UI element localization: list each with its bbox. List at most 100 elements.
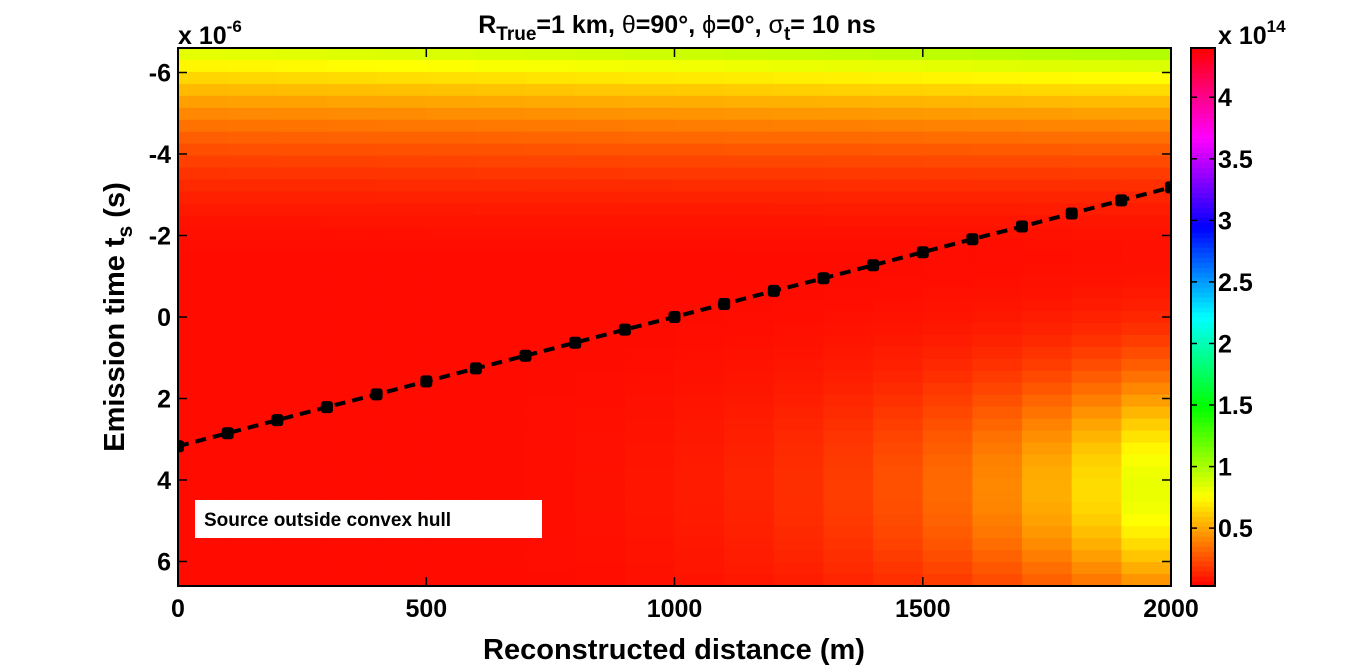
heatmap-cell [823,287,874,300]
heatmap-cell [1121,83,1171,97]
colorbar-segment [1191,67,1215,74]
heatmap-cell [823,394,874,408]
heatmap-cell [823,119,874,133]
heatmap-cell [178,263,229,276]
heatmap-cell [227,562,278,575]
x-tick-label: 1000 [647,595,703,623]
heatmap-cell [178,239,229,252]
heatmap-cell [326,155,378,169]
heatmap-cell [674,334,725,348]
heatmap-cell [575,59,626,73]
heatmap-cell [972,514,1023,527]
heatmap-cell [227,251,278,264]
heatmap-cell [724,526,775,539]
heatmap-cell [1022,179,1073,193]
colorbar-tick-label: 1 [1218,454,1232,482]
heatmap-cell [277,490,328,503]
heatmap-cell [326,346,378,360]
heatmap-cell [227,454,278,468]
colorbar-segment [1191,566,1215,572]
heatmap-cell [724,562,775,575]
heatmap-cell [823,514,874,527]
heatmap-cell [277,346,328,360]
colorbar [1191,48,1215,587]
heatmap-cell [326,179,378,193]
heatmap-cell [227,95,278,109]
heatmap-cell [1022,203,1073,216]
heatmap-cell [922,358,973,372]
heatmap-cell [277,538,328,551]
heatmap-cell [773,394,825,408]
heatmap-cell [475,215,527,228]
heatmap-cell [1071,227,1122,240]
heatmap-cell [277,550,328,563]
heatmap-cell [972,382,1023,396]
heatmap-cell [178,119,229,133]
heatmap-cell [674,430,725,444]
heatmap-cell [525,239,576,252]
heatmap-cell [1022,227,1073,240]
heatmap-cell [227,275,278,288]
heatmap-cell [326,299,378,312]
heatmap-cell [1071,131,1122,145]
heatmap-cell [426,574,477,586]
heatmap-cell [724,155,775,169]
heatmap-cell [972,346,1023,360]
heatmap-cell [475,203,527,216]
heatmap-cell [972,394,1023,408]
heatmap-cell [922,263,973,276]
heatmap-cell [972,358,1023,372]
heatmap-cell [674,191,725,205]
x-tick-label: 1500 [895,595,951,623]
heatmap-cell [376,143,427,157]
heatmap-cell [178,71,229,85]
series-marker [320,401,333,414]
heatmap-cell [575,119,626,133]
heatmap-cell [1022,394,1073,408]
heatmap-cell [277,167,328,181]
heatmap-cell [1121,346,1171,360]
heatmap-cell [873,574,924,586]
heatmap-cell [1022,155,1073,169]
heatmap-cell [922,550,973,563]
heatmap-cell [773,454,825,468]
heatmap-cell [674,275,725,288]
heatmap-cell [178,394,229,408]
heatmap-cell [227,442,278,456]
heatmap-cell [326,59,378,73]
heatmap-cell [823,418,874,432]
heatmap-cell [426,287,477,300]
heatmap-cell [1022,191,1073,205]
heatmap-cell [1022,59,1073,73]
heatmap-cell [376,346,427,360]
heatmap-cell [1071,490,1122,503]
heatmap-cell [227,538,278,551]
heatmap-cell [326,263,378,276]
heatmap-cell [823,442,874,456]
heatmap-cell [326,71,378,85]
heatmap-cell [426,442,477,456]
heatmap-cell [873,490,924,503]
heatmap-cell [277,574,328,586]
heatmap-cell [674,95,725,109]
heatmap-cell [1071,299,1122,312]
heatmap-cell [525,143,576,157]
heatmap-cell [575,311,626,324]
heatmap-cell [426,382,477,396]
heatmap-cell [475,334,527,348]
heatmap-cell [922,71,973,85]
heatmap-cell [624,370,676,384]
heatmap-cell [972,574,1023,586]
colorbar-segment [1191,396,1215,403]
heatmap-cell [972,550,1023,563]
heatmap-cell [1121,382,1171,396]
heatmap-cell [873,191,924,205]
heatmap-cell [1121,275,1171,288]
heatmap-cell [227,239,278,252]
heatmap-cell [624,71,676,85]
heatmap-cell [1071,442,1122,456]
heatmap-cell [674,119,725,133]
heatmap-cell [426,107,477,121]
heatmap-cell [525,179,576,193]
heatmap-cell [724,490,775,503]
